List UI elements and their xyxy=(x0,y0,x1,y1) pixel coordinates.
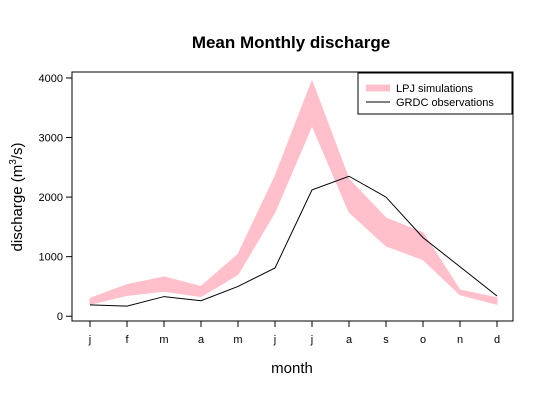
y-axis-label-sup: 3 xyxy=(8,159,19,165)
grdc-observations-line xyxy=(89,175,498,307)
y-tick-label-4000: 4000 xyxy=(39,73,63,85)
x-tick-label-4: a xyxy=(198,334,205,346)
lpj-band-layer xyxy=(89,79,498,305)
x-tick-label-9: s xyxy=(383,334,389,346)
legend-label-grdc: GRDC observations xyxy=(396,97,494,109)
y-axis: 0 1000 2000 3000 4000 xyxy=(39,73,72,323)
x-tick-label-12: d xyxy=(494,334,500,346)
x-tick-label-1: j xyxy=(88,334,91,346)
x-tick-label-8: a xyxy=(346,334,353,346)
y-tick-label-0: 0 xyxy=(57,311,63,323)
y-tick-label-3000: 3000 xyxy=(39,133,63,145)
x-tick-label-6: j xyxy=(273,334,276,346)
y-tick-label-1000: 1000 xyxy=(39,252,63,264)
legend-label-lpj: LPJ simulations xyxy=(396,83,474,95)
chart-title: Mean Monthly discharge xyxy=(192,33,390,52)
x-axis-label: month xyxy=(271,360,313,377)
x-tick-label-3: m xyxy=(159,334,168,346)
y-axis-label-end: /s) xyxy=(9,143,26,160)
x-tick-label-10: o xyxy=(420,334,426,346)
x-tick-label-11: n xyxy=(457,334,463,346)
y-axis-label-main: discharge (m xyxy=(9,165,26,252)
grdc-line-layer xyxy=(89,175,498,307)
y-axis-label: discharge (m3/s) xyxy=(8,143,26,252)
x-tick-label-5: m xyxy=(233,334,242,346)
legend-box xyxy=(357,72,513,115)
y-tick-label-2000: 2000 xyxy=(39,192,63,204)
x-tick-label-7: j xyxy=(310,334,313,346)
lpj-simulations-band xyxy=(89,79,498,305)
x-tick-label-2: f xyxy=(125,334,129,346)
legend: LPJ simulations GRDC observations xyxy=(357,72,513,115)
plot-frame xyxy=(71,71,514,322)
